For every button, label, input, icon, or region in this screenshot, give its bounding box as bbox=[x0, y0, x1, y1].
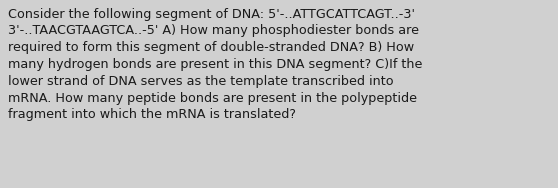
Text: Consider the following segment of DNA: 5'-..ATTGCATTCAGT..-3'
3'-..TAACGTAAGTCA.: Consider the following segment of DNA: 5… bbox=[8, 8, 423, 121]
